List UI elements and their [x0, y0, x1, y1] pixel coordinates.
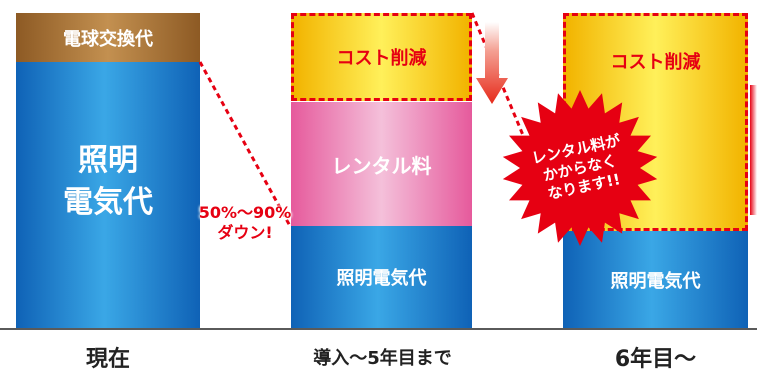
bulb-replacement-cost-label: 電球交換代 [63, 28, 153, 50]
bulb-replacement-cost-bar: 電球交換代 [16, 13, 200, 62]
baseline [0, 328, 757, 330]
cost-reduction-box-period1: コスト削減 [291, 13, 472, 101]
starburst-badge [502, 90, 658, 246]
lighting-cost-bar-period1: 照明電気代 [291, 226, 472, 328]
lighting-cost-bar-period2: 照明電気代 [563, 231, 748, 328]
cost-reduction-label-period2: コスト削減 [610, 52, 701, 73]
starburst-icon [502, 90, 658, 246]
x-label-current: 現在 [85, 347, 130, 372]
cost-reduction-label-period1: コスト削減 [336, 48, 427, 69]
reduction-caption: ダウン! [217, 223, 273, 242]
current-lighting-cost-line-2: 電気代 [63, 185, 153, 220]
edge-decoration [750, 85, 757, 215]
rental-fee-bar: レンタル料 [291, 102, 472, 226]
lighting-cost-label-period1: 照明電気代 [336, 268, 427, 289]
reduction-range: 50%〜90% [198, 203, 292, 222]
reduction-label: 50%〜90% ダウン! [183, 203, 307, 243]
current-lighting-cost-line-1: 照明 [78, 143, 138, 178]
x-label-period1: 導入〜5年目まで [313, 348, 452, 369]
current-lighting-cost-label: 照明 電気代 [16, 140, 200, 224]
starburst-text: レンタル料が かからなく なります!! [485, 73, 675, 263]
reduction-connector-line [198, 61, 292, 227]
down-arrow-icon [476, 22, 508, 104]
current-lighting-cost-bar [16, 62, 200, 328]
lighting-cost-label-period2: 照明電気代 [610, 270, 701, 292]
x-label-period2: 6年目〜 [614, 347, 697, 372]
rental-fee-label: レンタル料 [331, 153, 432, 178]
